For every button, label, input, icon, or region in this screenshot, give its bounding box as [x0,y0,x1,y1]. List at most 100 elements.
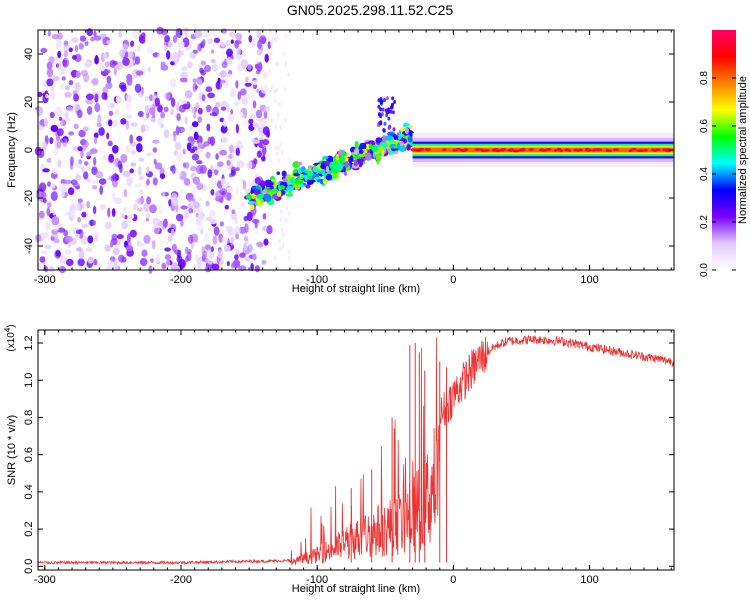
spectrogram-cell [133,203,138,211]
snr-y-multiplier: (x104) [3,324,17,351]
spectrogram-cell [50,236,55,241]
spectrogram-cell [129,168,134,174]
spectrogram-cell [381,149,385,157]
spectrogram-cell [219,260,224,266]
spectrogram-cell [285,206,289,211]
spectrogram-cell [209,209,216,218]
spectrogram-cell [375,154,381,162]
spectrogram-cell [93,132,99,139]
spectrogram-cell [266,225,273,235]
spectrogram-cell [146,213,151,220]
spectrogram-cell [50,124,59,132]
y-tick-label: 0.0 [23,559,35,574]
spectrogram-cell [269,88,273,94]
spectrogram-cell [45,221,51,231]
spectrogram-cell [230,109,234,115]
snr-y-axis-label: SNR (10 * v/v) [6,415,18,485]
spectrogram-cell [247,64,252,71]
spectrogram-cell [379,107,383,112]
spectrogram-cell [136,207,143,212]
spectrogram-cell [170,53,178,63]
spectrogram-cell [120,118,127,125]
spectrogram-cell [270,84,274,90]
spectrogram-cell [251,38,256,48]
spectrogram-cell [219,79,226,84]
spectrogram-cell [187,197,196,203]
x-tick-label: -200 [170,274,192,286]
spectrogram-cell [56,128,64,137]
colorbar-tick-label: 0.6 [699,119,710,133]
spectrogram-cell [259,133,265,138]
spectrogram-cell [80,149,84,159]
spectrogram-cell [118,254,125,263]
spectrogram-cell [605,149,613,153]
spectrogram-cell [193,131,199,140]
spectrogram-y-axis: -40 -20 0 20 40 [23,48,674,254]
spectrogram-cell [247,200,256,205]
spectrogram-cell [134,83,142,93]
spectrogram-cell [294,183,301,190]
spectrogram-cell [277,61,280,66]
spectrogram-cell [174,141,182,151]
spectrogram-cell [404,127,409,135]
spectrogram-cell [274,124,278,130]
spectrogram-cell [210,189,215,196]
spectrogram-cell [286,72,290,78]
spectrogram-cell [528,148,535,151]
spectrogram-cell [208,250,215,259]
spectrogram-cell [249,204,255,211]
spectrogram-cell [83,171,89,180]
spectrogram-cell [254,63,261,70]
spectrogram-cell [102,39,106,45]
spectrogram-cell [41,250,48,255]
spectrogram-cell [165,258,171,268]
spectrogram-cell [240,59,248,69]
spectrogram-cell [243,242,248,250]
spectrogram-cell [68,131,75,136]
colorbar-tick-label: 0.0 [699,263,710,277]
spectrogram-cell [410,148,417,152]
spectrogram-cell [254,177,261,185]
spectrogram-cell [278,238,282,244]
spectrogram-cell [100,33,107,39]
x-tick-label: -300 [34,574,56,586]
spectrogram-cell [47,181,51,187]
spectrogram-cell [387,131,394,136]
spectrogram-cell [41,191,47,199]
spectrogram-cell [94,136,98,145]
spectrogram-cell [272,227,276,233]
spectrogram-cell [121,43,129,50]
spectrogram-cell [56,60,62,71]
spectrogram-cell [353,148,360,155]
x-tick-label: -100 [306,574,328,586]
spectrogram-cell [52,167,59,175]
spectrogram-cell [82,126,89,132]
spectrogram-cell [359,142,367,151]
spectrogram-cell [182,103,190,110]
spectrogram-cell [188,234,194,244]
spectrogram-cell [122,170,131,178]
spectrogram-cell [138,242,145,247]
spectrogram-cell [108,110,114,117]
spectrogram-cell [135,70,144,76]
spectrogram-cell [70,210,76,218]
spectrogram-cell [170,228,175,237]
spectrogram-cell [78,129,86,138]
spectrogram-cell [190,165,197,172]
spectrogram-cell [197,206,203,214]
spectrogram-cell [205,151,211,159]
spectrogram-cell [50,183,56,189]
spectrogram-cell [192,78,197,83]
spectrogram-cell [213,226,220,236]
spectrogram-cell [204,64,211,73]
y-tick-label: 40 [23,48,35,60]
spectrogram-cell [101,92,107,100]
spectrogram-cell [86,200,91,209]
spectrogram-cell [459,149,467,152]
spectrogram-cell [227,113,235,123]
spectrogram-cell [61,76,66,81]
spectrogram-cell [335,153,340,161]
spectrogram-cell [55,40,63,48]
spectrogram-cell [183,27,189,37]
